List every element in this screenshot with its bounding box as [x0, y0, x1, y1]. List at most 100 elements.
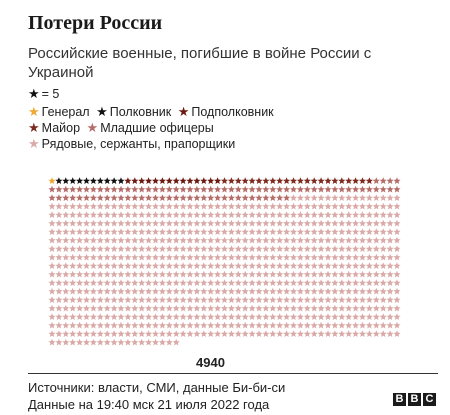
pictogram-star-series-2	[131, 177, 139, 184]
pictogram-star-series-5	[365, 211, 373, 218]
pictogram-star-series-5	[338, 287, 346, 295]
pictogram-star-series-5	[158, 270, 166, 278]
pictogram-star-series-3	[345, 177, 353, 184]
pictogram-star-series-4	[48, 194, 56, 201]
pictogram-star-series-5	[296, 228, 304, 235]
pictogram-star-series-5	[345, 313, 353, 320]
pictogram-star-series-5	[379, 270, 387, 278]
pictogram-star-series-5	[283, 304, 291, 312]
pictogram-star-series-5	[165, 270, 173, 278]
pictogram-star-series-5	[227, 287, 235, 295]
pictogram-star-series-5	[358, 245, 367, 252]
pictogram-star-series-5	[393, 321, 401, 329]
pictogram-star-series-5	[76, 296, 84, 303]
pictogram-star-series-5	[138, 202, 146, 210]
pictogram-star-series-5	[158, 202, 166, 210]
pictogram-star-series-5	[269, 313, 277, 320]
pictogram-star-series-3	[358, 177, 367, 184]
pictogram-star-series-5	[131, 253, 139, 261]
pictogram-star-series-5	[76, 253, 84, 261]
pictogram-star-series-5	[172, 313, 180, 320]
pictogram-star-series-5	[386, 194, 394, 201]
pictogram-star-series-5	[200, 330, 208, 337]
pictogram-star-series-5	[310, 219, 318, 227]
pictogram-star-series-5	[69, 262, 77, 269]
pictogram-star-series-5	[358, 253, 367, 261]
pictogram-star-series-5	[69, 245, 77, 252]
pictogram-star-series-5	[158, 313, 166, 320]
pictogram-star-series-5	[227, 245, 235, 252]
legend-label: Младшие офицеры	[100, 121, 214, 135]
pictogram-star-series-5	[303, 321, 311, 329]
pictogram-star-series-4	[62, 194, 70, 201]
pictogram-star-series-5	[310, 236, 318, 244]
pictogram-star-series-5	[379, 296, 387, 303]
pictogram-star-series-5	[331, 228, 339, 235]
pictogram-star-series-5	[227, 279, 235, 286]
pictogram-star-series-4	[55, 194, 63, 201]
pictogram-star-series-5	[200, 202, 208, 210]
pictogram-star-series-5	[227, 211, 235, 218]
source-note: Источники: власти, СМИ, данные Би-би-си …	[28, 379, 285, 413]
pictogram-star-series-5	[145, 330, 153, 337]
pictogram-star-series-5	[338, 321, 346, 329]
pictogram-star-series-5	[179, 287, 187, 295]
pictogram-star-series-5	[317, 219, 325, 227]
pictogram-star-series-5	[186, 202, 194, 210]
pictogram-star-series-4	[103, 194, 111, 201]
pictogram-star-series-5	[207, 270, 215, 278]
pictogram-star-series-4	[207, 194, 215, 201]
pictogram-star-series-5	[117, 262, 125, 269]
pictogram-star-series-5	[379, 287, 387, 295]
pictogram-star-series-5	[296, 296, 304, 303]
pictogram-star-series-5	[358, 313, 367, 320]
pictogram-star-series-5	[241, 211, 249, 218]
pictogram-star-series-5	[131, 236, 139, 244]
pictogram-star-series-3	[220, 177, 229, 184]
pictogram-star-series-5	[165, 321, 173, 329]
pictogram-star-series-5	[96, 253, 104, 261]
pictogram-star-series-5	[151, 296, 160, 303]
pictogram-star-series-5	[48, 279, 56, 286]
pictogram-star-series-5	[352, 228, 360, 235]
pictogram-star-series-5	[48, 287, 56, 295]
pictogram-star-series-5	[303, 228, 311, 235]
unit-star-icon: ★	[28, 86, 40, 101]
pictogram-star-series-5	[96, 338, 104, 346]
pictogram-star-series-5	[345, 296, 353, 303]
pictogram-star-series-5	[220, 279, 229, 286]
pictogram-star-series-2	[200, 177, 208, 184]
pictogram-star-series-5	[117, 338, 125, 346]
pictogram-star-series-5	[124, 262, 132, 269]
pictogram-star-series-5	[338, 194, 346, 201]
pictogram-star-series-5	[151, 202, 160, 210]
pictogram-star-series-5	[386, 296, 394, 303]
pictogram-star-series-5	[296, 304, 304, 312]
pictogram-star-series-5	[76, 338, 84, 346]
pictogram-star-series-5	[124, 287, 132, 295]
pictogram-star-series-4	[151, 185, 160, 193]
pictogram-star-series-5	[103, 313, 111, 320]
pictogram-star-series-5	[151, 330, 160, 337]
unit-key: ★ = 5	[28, 86, 59, 102]
pictogram-star-series-5	[276, 253, 284, 261]
pictogram-star-series-5	[55, 202, 63, 210]
pictogram-star-series-5	[379, 245, 387, 252]
pictogram-star-series-5	[338, 279, 346, 286]
pictogram-star-series-3	[289, 177, 298, 184]
pictogram-star-series-5	[96, 279, 104, 286]
pictogram-star-series-5	[76, 304, 84, 312]
pictogram-star-series-5	[317, 253, 325, 261]
pictogram-star-series-2	[124, 177, 132, 184]
pictogram-star-series-5	[200, 321, 208, 329]
pictogram-star-series-5	[214, 304, 222, 312]
pictogram-star-series-5	[379, 228, 387, 235]
pictogram-star-series-5	[338, 211, 346, 218]
pictogram-star-series-4	[345, 185, 353, 193]
pictogram-star-series-5	[151, 253, 160, 261]
pictogram-star-series-5	[276, 219, 284, 227]
chart-subtitle: Российские военные, погибшие в войне Рос…	[28, 45, 372, 81]
pictogram-star-series-5	[283, 253, 291, 261]
pictogram-star-series-5	[55, 313, 63, 320]
